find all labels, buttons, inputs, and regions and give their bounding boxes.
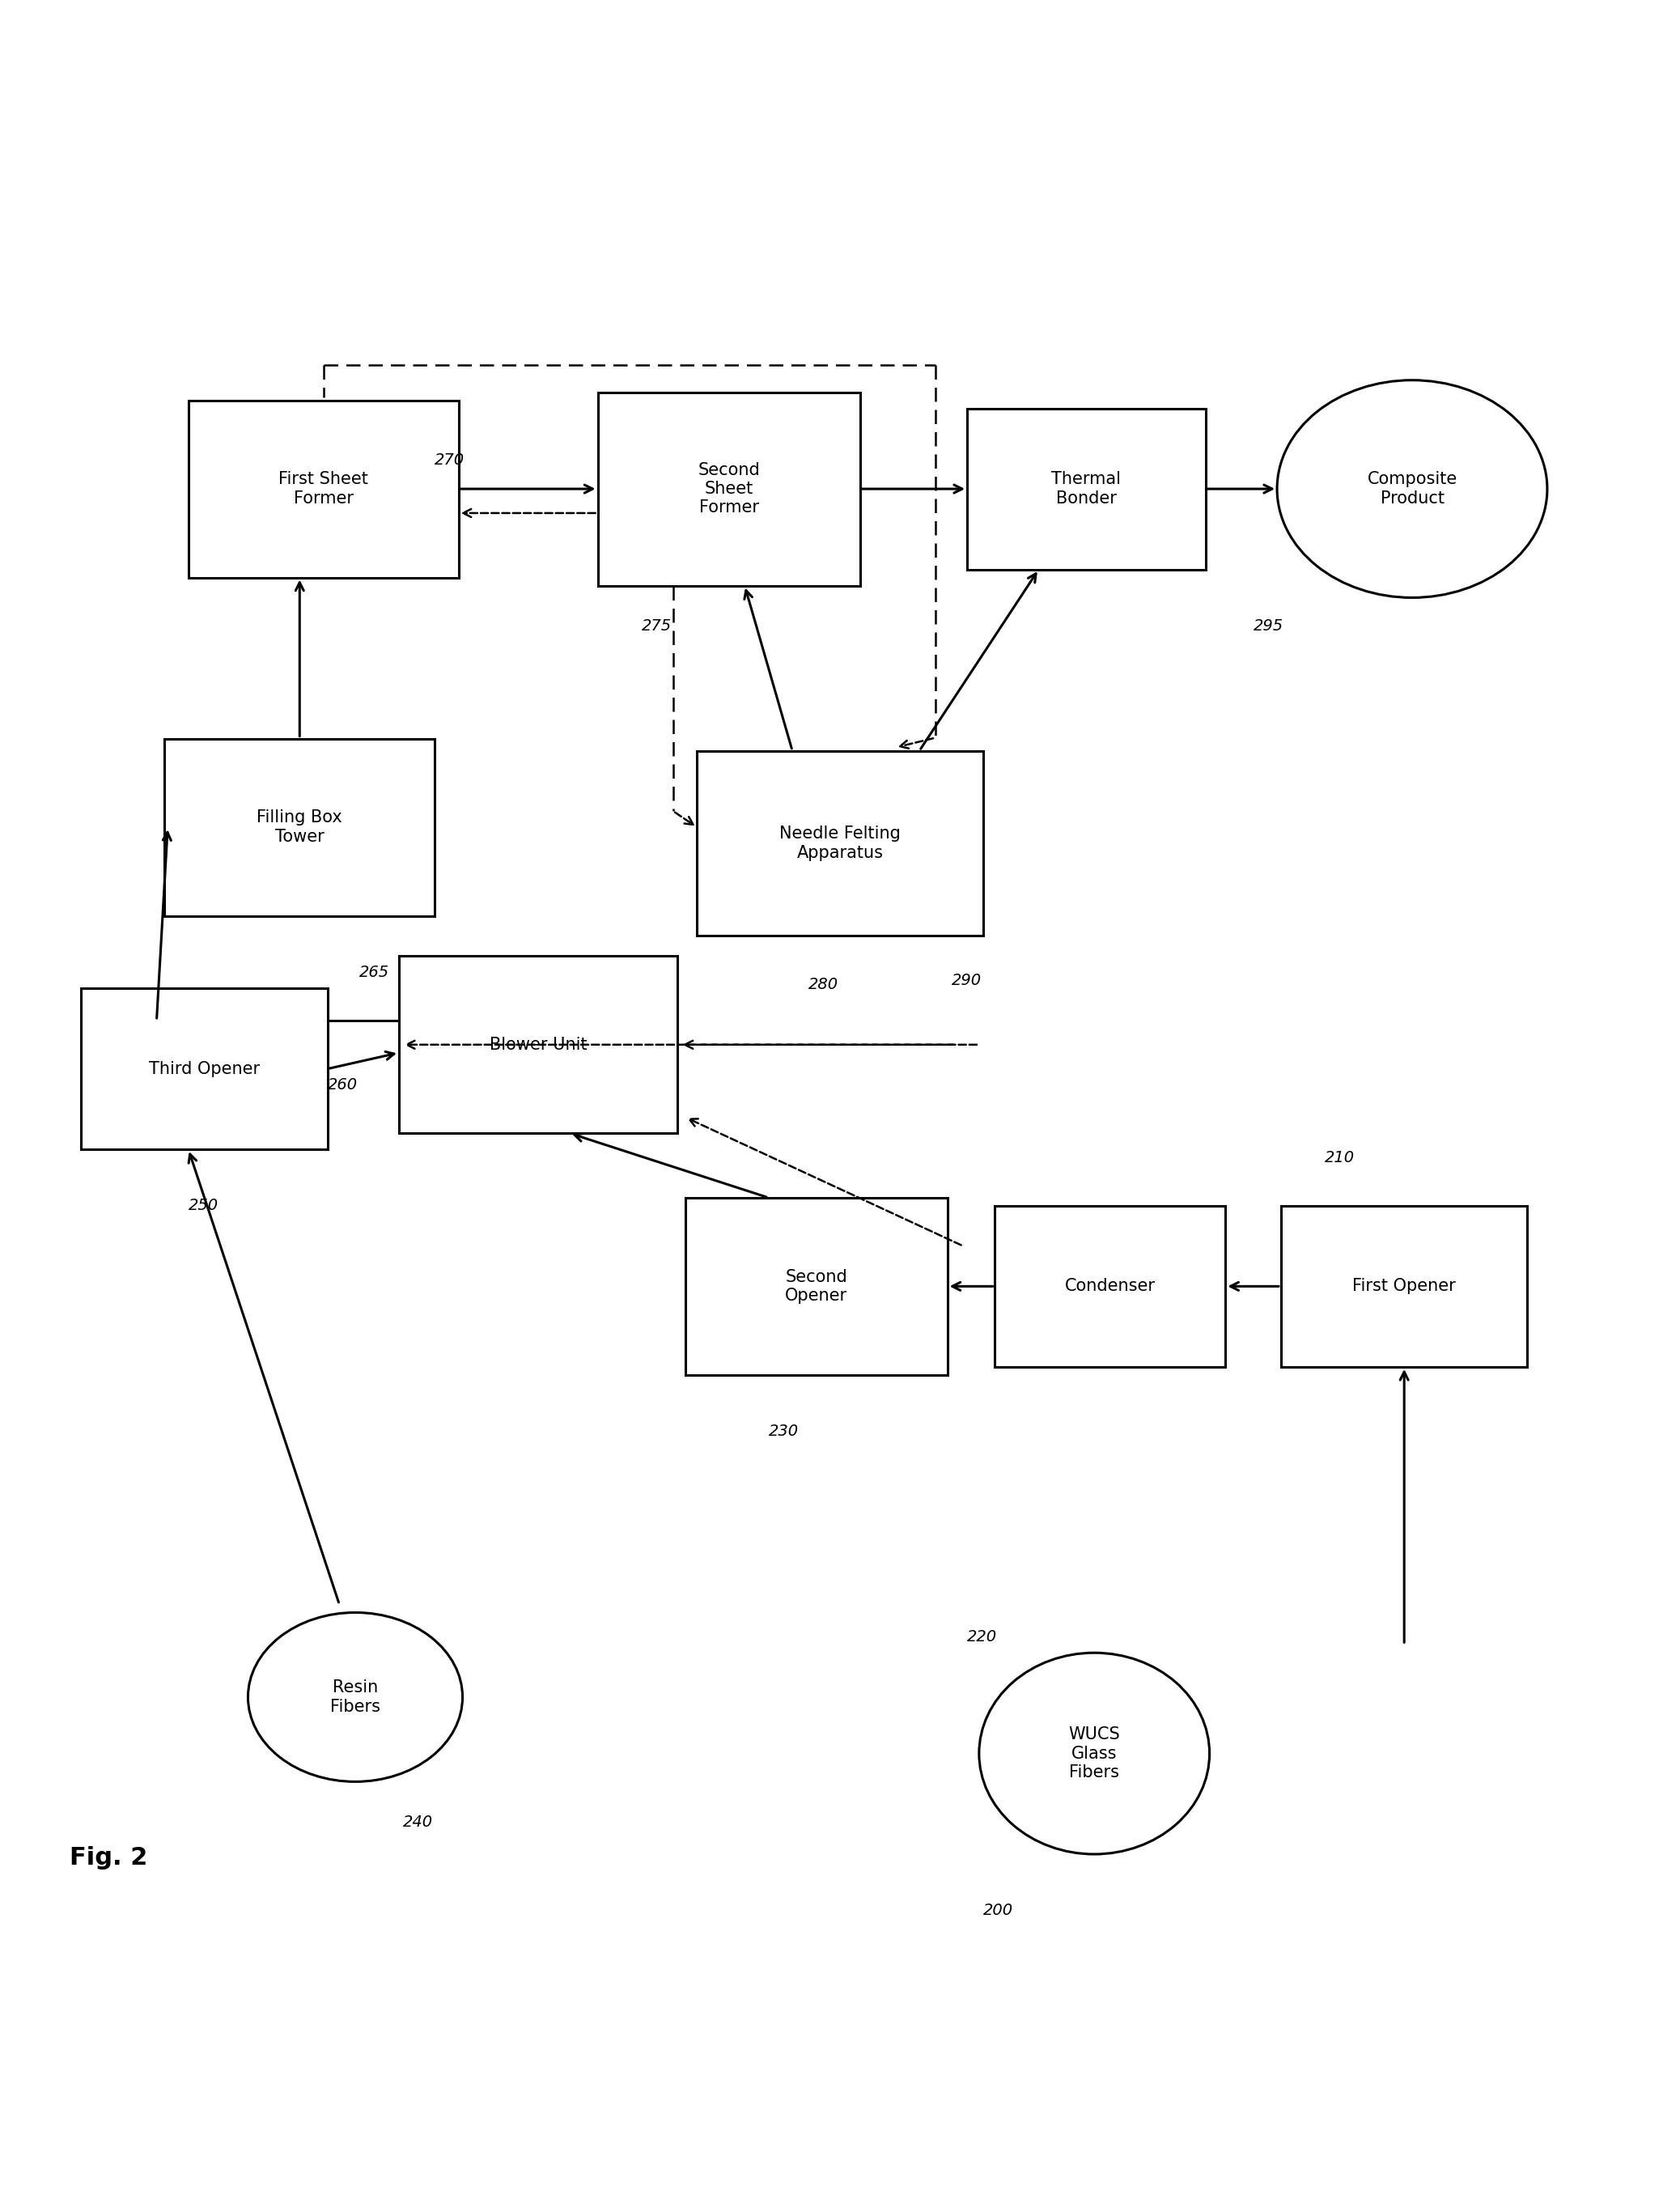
FancyBboxPatch shape	[1282, 1207, 1527, 1366]
Text: 275: 275	[642, 619, 672, 634]
Text: First Sheet
Former: First Sheet Former	[279, 472, 368, 507]
FancyBboxPatch shape	[398, 955, 677, 1132]
FancyBboxPatch shape	[188, 400, 459, 577]
Ellipse shape	[979, 1653, 1210, 1854]
Text: WUCS
Glass
Fibers: WUCS Glass Fibers	[1068, 1727, 1121, 1779]
Text: 290: 290	[951, 973, 981, 988]
FancyBboxPatch shape	[968, 409, 1206, 568]
Text: 200: 200	[983, 1902, 1013, 1919]
Text: Blower Unit: Blower Unit	[489, 1036, 586, 1054]
Text: Fig. 2: Fig. 2	[69, 1847, 148, 1869]
Text: 270: 270	[435, 453, 465, 468]
Text: 295: 295	[1253, 619, 1284, 634]
FancyBboxPatch shape	[685, 1198, 948, 1375]
Text: Filling Box
Tower: Filling Box Tower	[257, 809, 343, 844]
Ellipse shape	[1277, 380, 1547, 597]
Text: 260: 260	[328, 1078, 358, 1093]
Text: 250: 250	[188, 1198, 218, 1213]
Text: Composite
Product: Composite Product	[1368, 472, 1457, 507]
Text: Second
Sheet
Former: Second Sheet Former	[697, 461, 759, 516]
Text: 280: 280	[808, 977, 838, 992]
FancyBboxPatch shape	[995, 1207, 1225, 1366]
Ellipse shape	[249, 1613, 462, 1782]
Text: Resin
Fibers: Resin Fibers	[331, 1679, 380, 1714]
Text: 230: 230	[768, 1423, 798, 1438]
Text: Condenser: Condenser	[1065, 1279, 1156, 1294]
Text: 210: 210	[1326, 1150, 1354, 1165]
FancyBboxPatch shape	[165, 739, 435, 916]
Text: 240: 240	[403, 1814, 433, 1830]
Text: First Opener: First Opener	[1352, 1279, 1457, 1294]
Text: Thermal
Bonder: Thermal Bonder	[1052, 472, 1121, 507]
Text: Second
Opener: Second Opener	[785, 1268, 847, 1303]
Text: 220: 220	[968, 1629, 998, 1644]
FancyBboxPatch shape	[598, 391, 860, 586]
FancyBboxPatch shape	[81, 988, 328, 1150]
Text: 265: 265	[360, 964, 390, 979]
FancyBboxPatch shape	[697, 750, 983, 936]
Text: Third Opener: Third Opener	[150, 1060, 260, 1078]
Text: Needle Felting
Apparatus: Needle Felting Apparatus	[780, 826, 900, 861]
